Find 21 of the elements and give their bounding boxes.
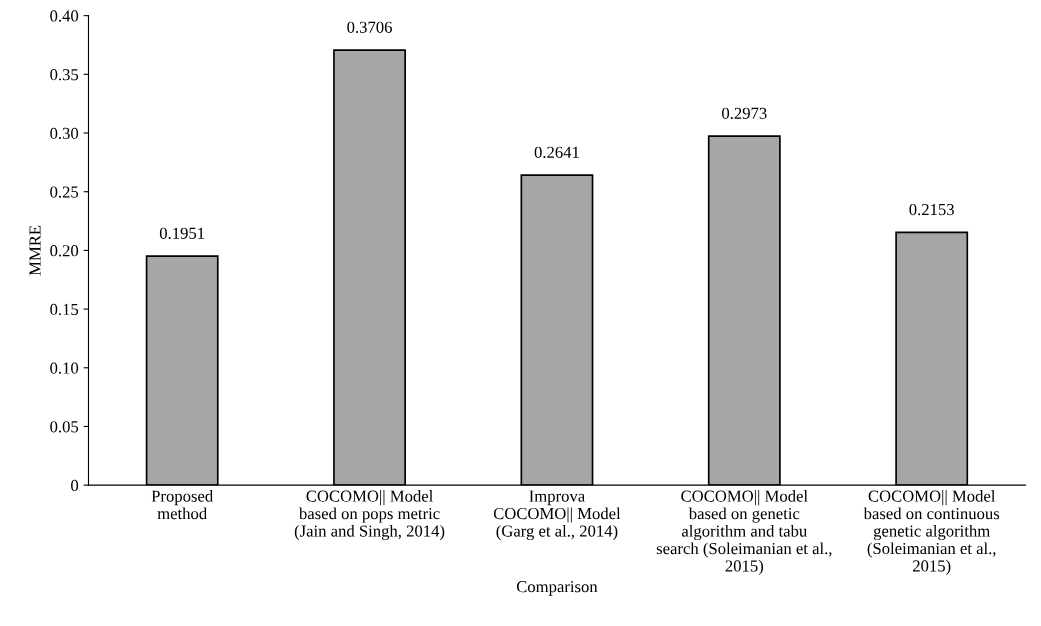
y-tick-label: 0.35 <box>50 69 79 81</box>
x-tick-label: COCOMO|| Model based on continuous genetic algorithm (Soleimanian et al., 2015) <box>863 490 1000 575</box>
x-tick-label: Improva COCOMO|| Model (Garg et al., 2014) <box>493 490 621 541</box>
data-label: 0.2973 <box>722 107 767 119</box>
y-tick-label: 0.15 <box>50 303 79 316</box>
x-tick-label: COCOMO|| Model based on pops metric (Jain and Singh, 2014) <box>294 490 445 541</box>
x-tick-label: COCOMO|| Model based on genetic algorithm and tabu search (Soleimanian et al., 2015) <box>656 490 832 575</box>
data-label: 0.2153 <box>909 203 954 216</box>
y-tick-label: 0.25 <box>50 186 79 198</box>
y-tick-label: 0.05 <box>50 421 79 433</box>
y-tick-label: 0.30 <box>50 127 79 140</box>
data-label: 0.1951 <box>159 227 205 239</box>
x-axis-title: Comparison <box>516 581 598 596</box>
y-tick-label: 0 <box>71 479 79 492</box>
data-label: 0.2641 <box>534 146 579 158</box>
y-axis-title: MMRE <box>29 225 41 276</box>
y-tick-label: 0.20 <box>50 245 79 257</box>
y-tick-label: 0.10 <box>50 362 79 374</box>
y-tick-label: 0.40 <box>50 10 79 22</box>
data-label: 0.3706 <box>347 21 392 33</box>
x-tick-label: Proposed method <box>151 490 213 520</box>
